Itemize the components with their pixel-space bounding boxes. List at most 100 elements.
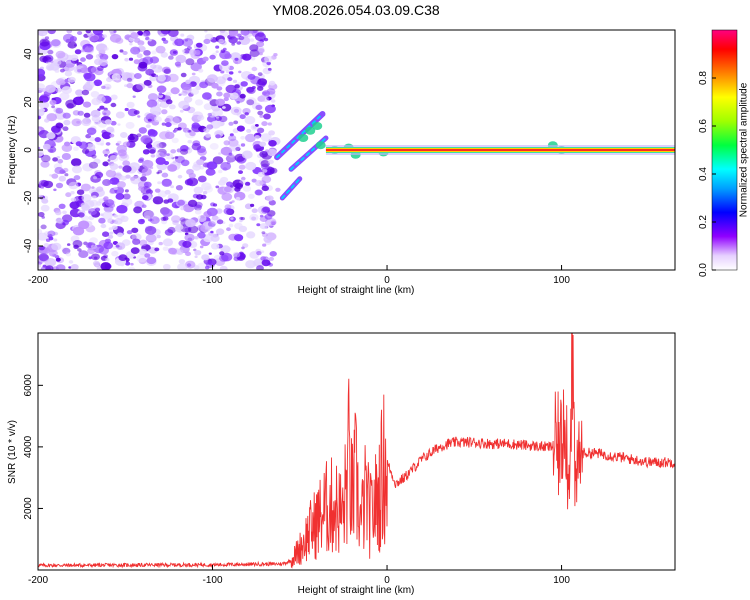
noise-blob — [55, 264, 66, 270]
noise-blob — [93, 256, 98, 260]
noise-blob — [224, 186, 232, 193]
noise-blob — [40, 204, 50, 212]
noise-blob — [147, 218, 153, 222]
noise-blob — [102, 161, 109, 167]
noise-blob — [120, 215, 129, 222]
noise-blob — [255, 104, 263, 111]
noise-blob — [177, 199, 186, 206]
noise-blob — [57, 219, 64, 224]
noise-blob — [253, 144, 262, 151]
noise-blob — [77, 31, 83, 35]
noise-blob — [197, 262, 207, 270]
noise-blob — [137, 218, 145, 225]
noise-blob — [162, 216, 169, 221]
noise-blob — [90, 244, 98, 250]
noise-blob — [109, 163, 119, 170]
noise-blob — [238, 170, 243, 175]
noise-blob — [74, 49, 82, 55]
noise-blob — [228, 36, 238, 44]
noise-blob — [133, 206, 143, 214]
noise-blob — [111, 250, 119, 257]
noise-blob — [126, 72, 136, 80]
noise-blob — [246, 231, 256, 239]
noise-blob — [183, 48, 191, 54]
noise-blob — [51, 105, 55, 109]
noise-blob — [247, 30, 255, 34]
noise-blob — [145, 36, 150, 41]
noise-blob — [39, 55, 48, 63]
noise-blob — [82, 101, 92, 108]
noise-blob — [261, 121, 268, 127]
noise-blob — [194, 255, 198, 258]
noise-blob — [206, 161, 218, 170]
noise-blob — [236, 125, 245, 132]
noise-blob — [139, 239, 148, 247]
noise-blob — [113, 186, 118, 190]
noise-blob — [191, 142, 202, 151]
noise-blob — [206, 207, 218, 217]
noise-blob — [218, 152, 222, 155]
transition-core — [281, 177, 301, 199]
noise-blob — [93, 176, 98, 180]
noise-blob — [84, 80, 95, 89]
noise-blob — [223, 140, 231, 146]
noise-blob — [237, 37, 241, 40]
noise-blob — [65, 252, 71, 257]
noise-blob — [99, 53, 109, 61]
noise-blob — [145, 234, 157, 243]
noise-blob — [154, 116, 162, 123]
noise-blob — [77, 248, 82, 252]
noise-blob — [245, 97, 257, 106]
noise-blob — [86, 127, 97, 135]
noise-blob — [88, 161, 99, 169]
noise-blob — [196, 159, 205, 166]
noise-blob — [154, 188, 161, 193]
noise-blob — [244, 181, 251, 186]
noise-blob — [146, 256, 157, 265]
noise-blob — [96, 186, 104, 192]
noise-blob — [100, 223, 107, 229]
noise-blob — [51, 143, 57, 147]
noise-blob — [167, 30, 179, 37]
noise-blob — [154, 247, 160, 252]
noise-blob — [160, 216, 167, 222]
y-tick-label: 20 — [23, 96, 34, 108]
noise-blob — [53, 188, 57, 192]
noise-blob — [136, 254, 148, 263]
noise-blob — [152, 196, 164, 205]
noise-blob — [73, 146, 79, 151]
noise-blob — [256, 251, 262, 256]
noise-blob — [110, 102, 117, 108]
noise-blob — [126, 230, 133, 235]
noise-blob — [172, 220, 179, 226]
noise-blob — [61, 247, 67, 252]
noise-blob — [94, 81, 100, 86]
noise-blob — [260, 160, 270, 168]
transition-core — [290, 137, 327, 171]
noise-blob — [44, 118, 50, 123]
noise-blob — [51, 39, 61, 47]
noise-blob — [105, 148, 110, 152]
noise-blob — [228, 223, 234, 228]
noise-blob — [166, 153, 170, 157]
noise-blob — [96, 95, 106, 103]
noise-blob — [91, 186, 95, 189]
noise-blob — [65, 192, 72, 198]
noise-blob — [178, 100, 190, 110]
noise-blob — [211, 170, 216, 175]
noise-blob — [115, 244, 120, 248]
noise-blob — [167, 73, 179, 83]
noise-blob — [164, 131, 175, 140]
snr-ticks: -200 -100 0 100 2000 4000 6000 — [23, 374, 570, 586]
noise-blob — [221, 60, 229, 66]
noise-blob — [241, 150, 253, 159]
noise-blob — [38, 149, 44, 157]
noise-blob — [81, 49, 86, 53]
noise-blob — [268, 80, 276, 86]
noise-blob — [189, 131, 196, 137]
noise-blob — [80, 67, 89, 74]
noise-blob — [240, 143, 246, 147]
noise-blob — [82, 163, 94, 172]
noise-blob — [149, 149, 156, 154]
noise-blob — [45, 84, 56, 93]
